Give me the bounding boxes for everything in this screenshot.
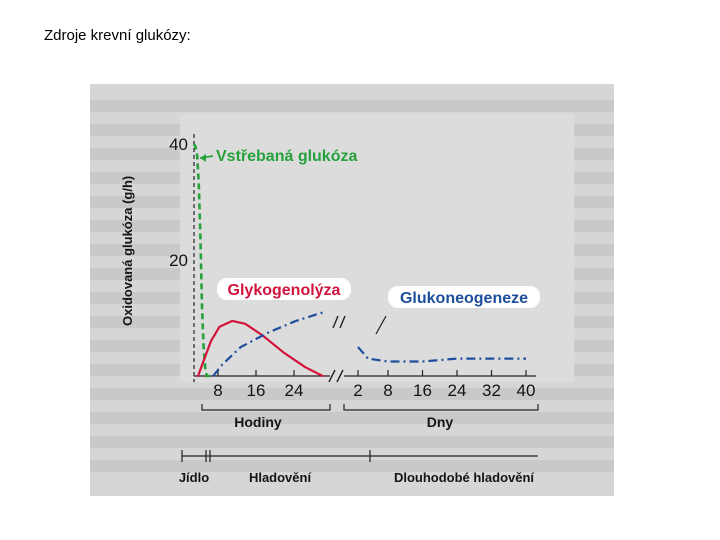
plot-panel [180, 114, 574, 382]
x-axis-break-mark [328, 369, 344, 383]
phase-label: Jídlo [179, 470, 209, 485]
x-tick-label-hours: 24 [285, 381, 304, 400]
gluconeogenesis-label-bg [388, 286, 540, 308]
x-tick-label-hours: 16 [247, 381, 266, 400]
x-tick-label-hours: 8 [213, 381, 222, 400]
x-tick-label-days: 2 [353, 381, 362, 400]
x-tick-label-days: 40 [517, 381, 536, 400]
days-bracket [343, 404, 539, 411]
background-texture [90, 84, 614, 496]
hours-bracket [201, 404, 331, 411]
x-tick-label-days: 8 [383, 381, 392, 400]
y-tick-label: 40 [169, 135, 188, 154]
series-glycogenolysis-line [196, 319, 324, 378]
absorbed-glucose-label: Vstřebaná glukóza [216, 148, 357, 165]
phase-label: Hladovění [249, 470, 312, 485]
absorbed-glucose-arrowhead [200, 154, 206, 162]
glycogenolysis-label: Glykogenolýza [228, 282, 341, 299]
glycogenolysis-label-bg [217, 278, 351, 300]
x-tick-label-days: 16 [413, 381, 432, 400]
phase-label: Dlouhodobé hladovění [394, 470, 534, 485]
series-break-mark [332, 315, 346, 329]
series-gluconeogenesis-days-line [357, 346, 526, 363]
slide-title: Zdroje krevní glukózy: [44, 27, 191, 44]
days-unit-label: Dny [427, 414, 454, 430]
y-axis-label: Oxidovaná glukóza (g/h) [120, 176, 135, 326]
y-tick-label: 20 [169, 251, 188, 270]
gluconeogenesis-label: Glukoneogeneze [400, 290, 528, 307]
x-tick-label-days: 24 [448, 381, 467, 400]
hours-unit-label: Hodiny [234, 414, 282, 430]
gluconeogenesis-pointer [375, 315, 387, 335]
glucose-sources-figure: 20 40 Oxidovaná glukóza (g/h) 8 16 24 2 8 16 24 32… [90, 84, 614, 496]
x-tick-label-days: 32 [482, 381, 501, 400]
